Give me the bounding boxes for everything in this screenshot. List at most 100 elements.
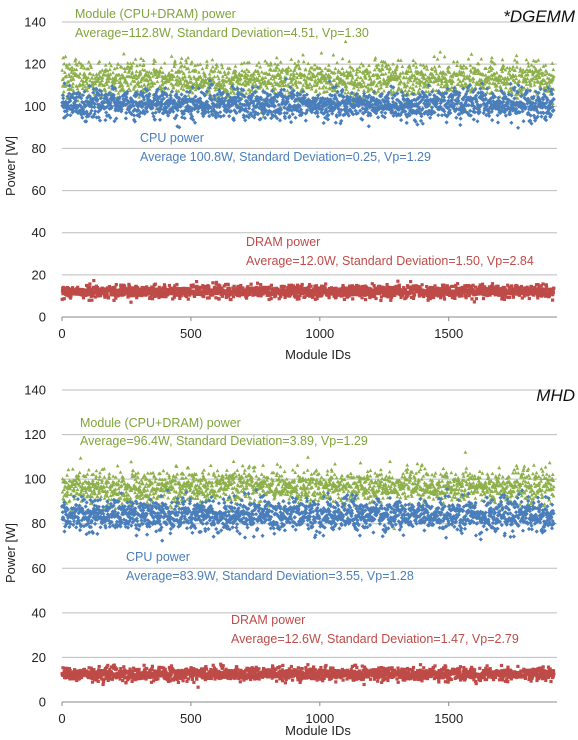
point-triangle (490, 60, 495, 64)
point-triangle (482, 81, 487, 86)
point-triangle (433, 67, 438, 72)
point-triangle (204, 65, 209, 69)
point-triangle (354, 77, 359, 81)
point-triangle (211, 69, 215, 74)
point-triangle (451, 59, 456, 64)
point-triangle (525, 76, 530, 80)
point-triangle (171, 85, 176, 89)
point-triangle (147, 87, 152, 91)
point-triangle (223, 87, 228, 91)
point-triangle (64, 74, 69, 78)
point-triangle (376, 89, 380, 93)
point-triangle (190, 90, 195, 95)
point-diamond (104, 110, 109, 115)
point-triangle (86, 85, 91, 90)
point-diamond (137, 114, 142, 119)
point-diamond (68, 98, 73, 104)
point-triangle (352, 79, 357, 83)
point-triangle (210, 64, 215, 69)
point-triangle (437, 64, 442, 68)
point-triangle (358, 69, 362, 73)
point-diamond (204, 89, 209, 94)
point-diamond (315, 114, 320, 119)
point-triangle (67, 62, 72, 66)
point-triangle (461, 70, 466, 74)
point-triangle (115, 65, 119, 70)
point-triangle (242, 69, 247, 74)
point-diamond (212, 104, 217, 109)
point-triangle (160, 81, 165, 86)
point-triangle (111, 70, 115, 75)
point-diamond (166, 113, 171, 118)
point-diamond (98, 96, 103, 101)
point-diamond (190, 114, 195, 119)
point-triangle (198, 75, 203, 80)
point-triangle (373, 58, 377, 62)
point-triangle (395, 77, 399, 82)
point-triangle (357, 65, 362, 69)
point-triangle (159, 85, 164, 90)
point-triangle (524, 57, 529, 62)
point-triangle (256, 69, 260, 73)
point-triangle (422, 76, 427, 80)
point-diamond (136, 108, 141, 113)
point-diamond (177, 97, 182, 102)
point-triangle (132, 75, 137, 80)
point-triangle (148, 84, 153, 89)
point-triangle (227, 77, 231, 81)
point-triangle (82, 66, 87, 70)
point-square (324, 282, 328, 286)
point-triangle (81, 82, 86, 86)
point-triangle (81, 63, 85, 68)
point-triangle (312, 62, 317, 67)
point-triangle (455, 59, 460, 64)
point-triangle (536, 58, 541, 62)
point-triangle (97, 83, 102, 87)
point-triangle (513, 73, 518, 78)
point-triangle (425, 78, 429, 83)
point-triangle (128, 81, 133, 86)
point-diamond (212, 93, 217, 98)
point-triangle (531, 72, 535, 77)
point-triangle (216, 76, 221, 81)
point-triangle (460, 66, 465, 70)
point-square (211, 281, 215, 285)
point-triangle (375, 72, 380, 77)
point-triangle (265, 61, 269, 65)
point-triangle (219, 62, 224, 67)
point-triangle (405, 80, 410, 84)
point-triangle (484, 66, 488, 70)
point-triangle (257, 60, 261, 65)
point-triangle (70, 65, 74, 69)
point-diamond (174, 92, 179, 97)
point-triangle (317, 91, 322, 95)
point-triangle (466, 57, 471, 61)
point-triangle (189, 76, 193, 81)
point-triangle (199, 82, 203, 87)
point-diamond (235, 86, 240, 91)
point-triangle (303, 67, 308, 71)
point-triangle (73, 58, 77, 63)
point-triangle (516, 92, 521, 96)
point-diamond (321, 120, 326, 126)
point-triangle (415, 76, 420, 80)
point-square (274, 294, 278, 298)
point-triangle (274, 68, 278, 72)
point-triangle (255, 63, 259, 67)
point-triangle (327, 76, 331, 80)
point-square (88, 282, 92, 286)
point-triangle (218, 70, 223, 74)
point-triangle (522, 86, 527, 90)
point-triangle (361, 95, 365, 99)
point-triangle (486, 69, 491, 73)
point-triangle (416, 89, 421, 94)
point-triangle (233, 70, 237, 75)
point-triangle (483, 73, 488, 77)
point-triangle (230, 89, 235, 93)
point-diamond (92, 101, 97, 106)
point-triangle (495, 83, 499, 88)
point-triangle (319, 80, 324, 84)
point-triangle (442, 84, 447, 88)
point-diamond (458, 122, 463, 128)
point-triangle (127, 68, 132, 73)
